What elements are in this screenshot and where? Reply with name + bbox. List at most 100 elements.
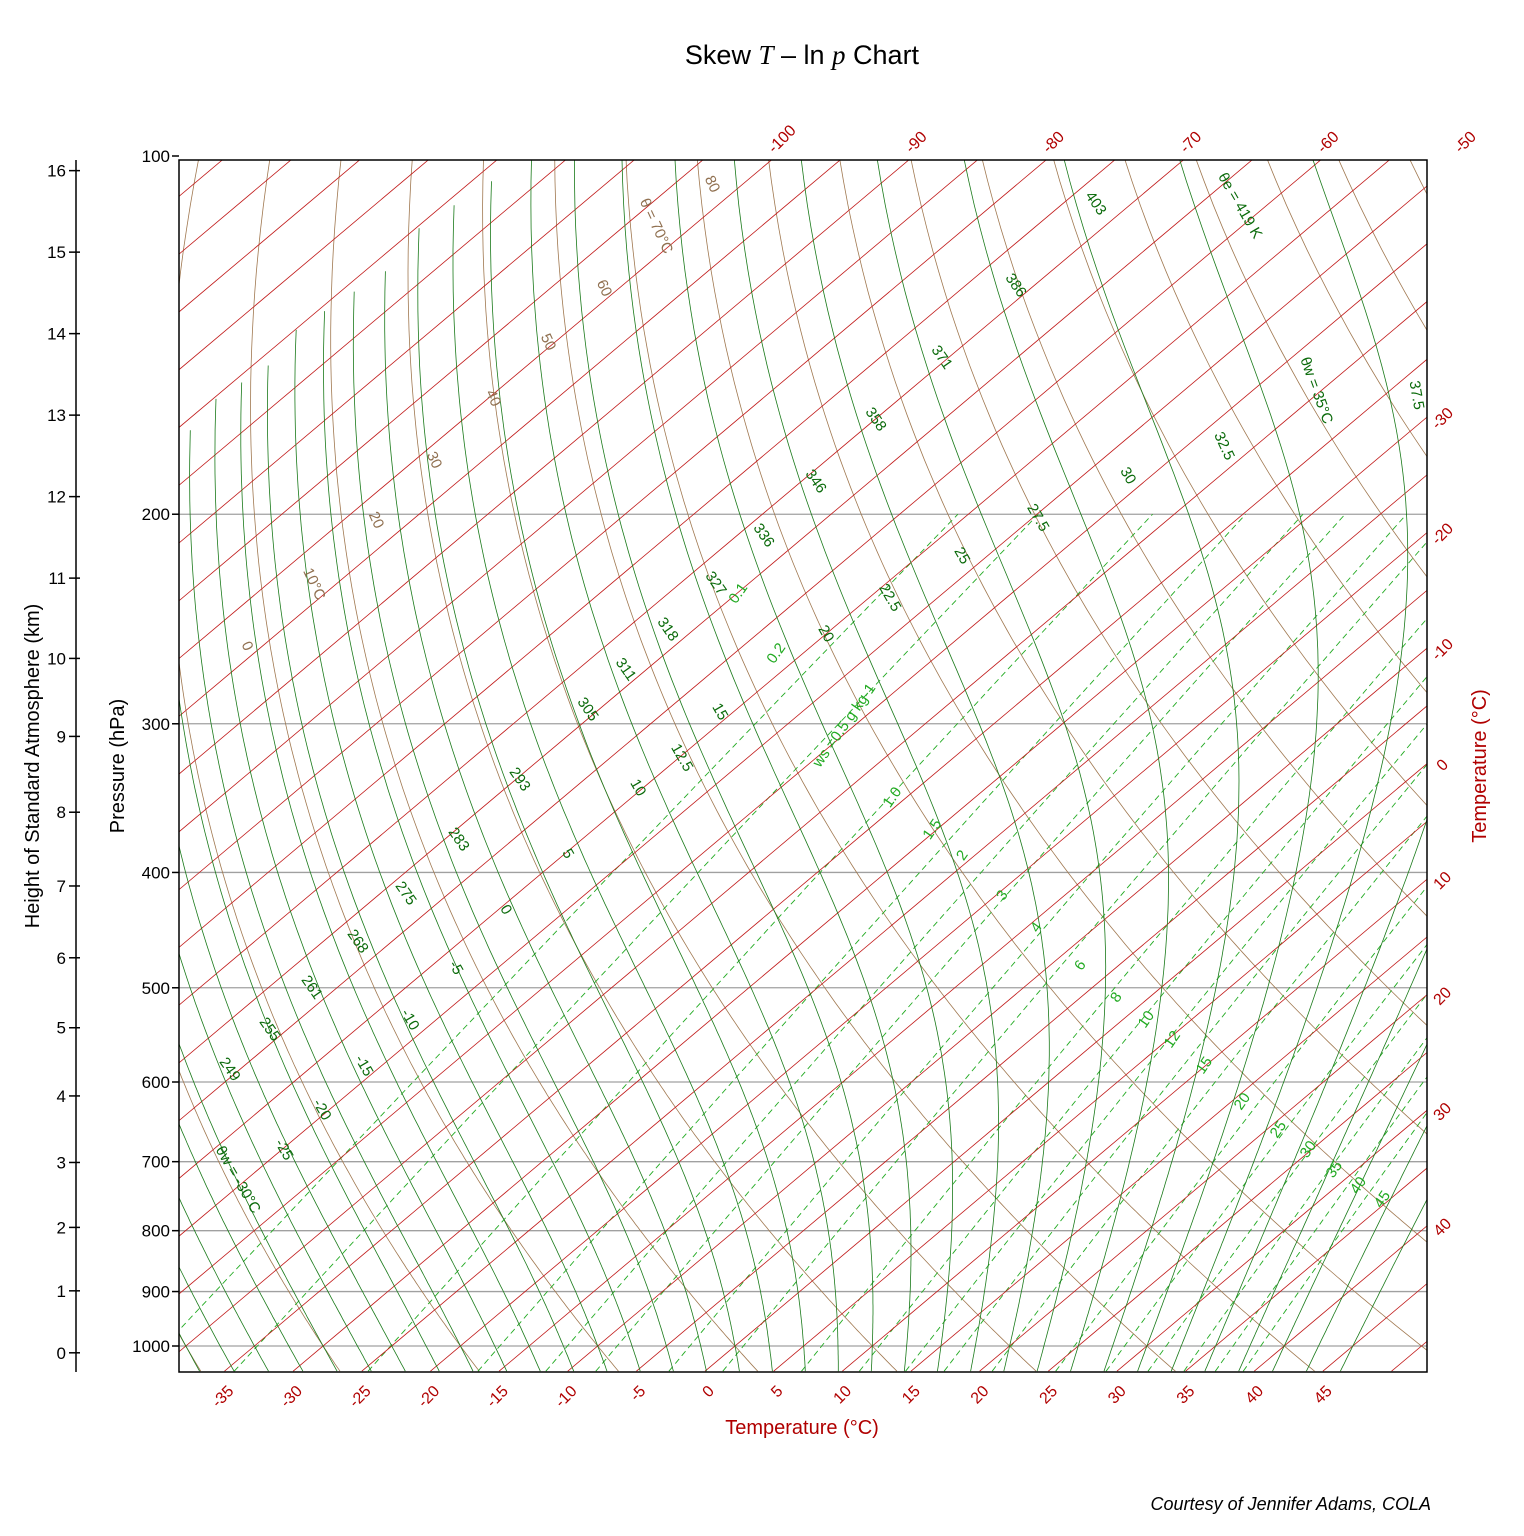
theta-w-label-5: 25 <box>950 544 973 567</box>
mixing-ratio-label-1: 0.2 <box>763 640 789 667</box>
moist-adiabat-0 <box>417 228 740 1372</box>
moist-adiabat--25 <box>179 844 406 1372</box>
bottom-temp-label-35: 35 <box>1174 1383 1199 1408</box>
mixing-ratio-lines <box>179 513 1427 1372</box>
moist-adiabat-2.5 <box>452 205 773 1372</box>
height-axis-label: Height of Standard Atmosphere (km) <box>22 604 44 929</box>
bottom-temp-label-10: 10 <box>831 1383 856 1408</box>
theta-e-label-17: 249 <box>216 1054 244 1084</box>
mixing-ratio-label-3: 1.0 <box>879 784 905 811</box>
dry-adiabat-110 <box>1124 160 1427 694</box>
right-temp-label--30: -30 <box>1429 405 1457 433</box>
isotherm-10 <box>842 878 1427 1372</box>
theta-w-label-8: 15 <box>708 700 731 723</box>
right-temp-label-40: 40 <box>1431 1215 1456 1240</box>
theta-w-label-3: 30 <box>1116 464 1139 487</box>
plot-frame <box>178 159 1428 1373</box>
right-temp-label--10: -10 <box>1429 636 1457 664</box>
isotherm-0 <box>704 763 1427 1372</box>
theta-e-label-6: 336 <box>750 520 778 550</box>
moist-adiabat-12.5 <box>621 160 912 1372</box>
height-tick-label-10: 10 <box>47 649 66 668</box>
moist-adiabats <box>179 160 1427 1372</box>
height-tick-label-11: 11 <box>48 569 66 588</box>
dry-adiabat-30 <box>554 160 1176 1372</box>
theta-e-label-2: 386 <box>1002 270 1030 300</box>
dry-adiabat-70 <box>839 160 1427 1135</box>
mixing-ratio-15 <box>991 815 1427 1372</box>
height-tick-label-9: 9 <box>57 727 66 746</box>
isotherm--85 <box>179 160 979 833</box>
mixing-ratio-35 <box>1183 1037 1427 1372</box>
moist-adiabat--27.5 <box>179 952 372 1372</box>
pressure-tick-label-500: 500 <box>142 979 170 998</box>
dry-adiabat-label-7: 10°C <box>299 565 329 603</box>
right-temperature-axis: -30 -20 -10 0 10 20 30 40 <box>1429 405 1457 1240</box>
top-temp-label--50: -50 <box>1451 128 1479 156</box>
top-temp-label--90: -90 <box>902 128 930 156</box>
right-temp-label-30: 30 <box>1431 1100 1456 1125</box>
moist-adiabat-40 <box>1272 1043 1427 1372</box>
mixing-ratio-label-13: 20 <box>1231 1090 1254 1113</box>
theta-w-label-4: 27.5 <box>1023 501 1052 535</box>
isobars <box>179 513 1427 1347</box>
height-tick-label-5: 5 <box>57 1019 66 1038</box>
dry-adiabat--10 <box>250 160 619 1372</box>
isotherm--115 <box>179 160 567 486</box>
dry-adiabat-150 <box>1409 160 1427 196</box>
moist-adiabat--10 <box>294 329 608 1372</box>
theta-e-label-1: 403 <box>1082 188 1110 218</box>
isotherm--30 <box>292 416 1427 1372</box>
dry-adiabat-100 <box>1053 160 1427 807</box>
moist-adiabat-5 <box>490 181 806 1372</box>
bottom-temp-label--15: -15 <box>484 1383 512 1411</box>
isotherm--55 <box>179 160 1390 1179</box>
isotherm--5 <box>636 705 1427 1372</box>
right-temp-label-0: 0 <box>1434 756 1452 774</box>
x-axis-label: Temperature (°C) <box>725 1417 879 1439</box>
mixing-ratio-label-16: 35 <box>1323 1158 1346 1181</box>
theta-w-label-0: θw = 35°C <box>1296 355 1336 427</box>
mixing-ratio-label-12: 15 <box>1193 1054 1216 1077</box>
isotherm--60 <box>179 160 1322 1122</box>
dry-adiabat-40 <box>625 160 1315 1372</box>
mixing-ratio-label-18: 45 <box>1371 1188 1394 1211</box>
theta-w-label-18: θw = -30°C <box>212 1143 264 1216</box>
pressure-tick-label-200: 200 <box>142 505 170 524</box>
mixing-ratio-0.2 <box>233 513 1039 1372</box>
isotherm--110 <box>179 160 635 544</box>
moist-adiabat--30 <box>179 1042 338 1372</box>
dry-adiabat-label-2: 60 <box>593 277 615 299</box>
credit-text: Courtesy of Jennifer Adams, COLA <box>1151 1494 1431 1514</box>
theta-w-label-1: 37.5 <box>1406 379 1428 411</box>
moist-adiabat-20 <box>800 160 1050 1372</box>
mixing-ratio-label-8: 6 <box>1071 957 1090 974</box>
mixing-ratio-1 <box>477 513 1247 1372</box>
isotherm--20 <box>430 532 1427 1372</box>
isotherm--70 <box>179 160 1184 1006</box>
moist-adiabat-45 <box>1340 1198 1427 1372</box>
height-tick-label-3: 3 <box>57 1153 66 1172</box>
mixing-ratio-label-2: ws =0.5 g kg-1 <box>809 680 880 771</box>
theta-e-label-7: 327 <box>702 568 730 598</box>
moist-adiabat--15 <box>240 382 541 1372</box>
y-axis-label: Pressure (hPa) <box>107 699 129 834</box>
isotherm--80 <box>179 160 1047 891</box>
isotherm--40 <box>179 301 1427 1353</box>
dry-adiabat-label-5: 30 <box>423 449 445 471</box>
moist-adiabat-37.5 <box>1238 947 1427 1372</box>
bottom-temp-label--35: -35 <box>209 1383 237 1411</box>
height-tick-label-6: 6 <box>57 949 66 968</box>
height-tick-label-14: 14 <box>47 325 66 344</box>
isotherm--45 <box>179 243 1427 1295</box>
mixing-ratio-label-4: 1.5 <box>919 816 945 843</box>
height-tick-label-13: 13 <box>47 406 66 425</box>
pressure-tick-label-300: 300 <box>142 715 170 734</box>
bottom-temp-label--10: -10 <box>552 1383 580 1411</box>
bottom-temp-label-5: 5 <box>768 1383 786 1401</box>
mixing-ratio-label-17: 40 <box>1347 1174 1370 1197</box>
top-temperature-axis: -100-90-80-70-60-50-40 <box>765 122 1480 157</box>
dry-adiabat-10 <box>407 160 898 1372</box>
